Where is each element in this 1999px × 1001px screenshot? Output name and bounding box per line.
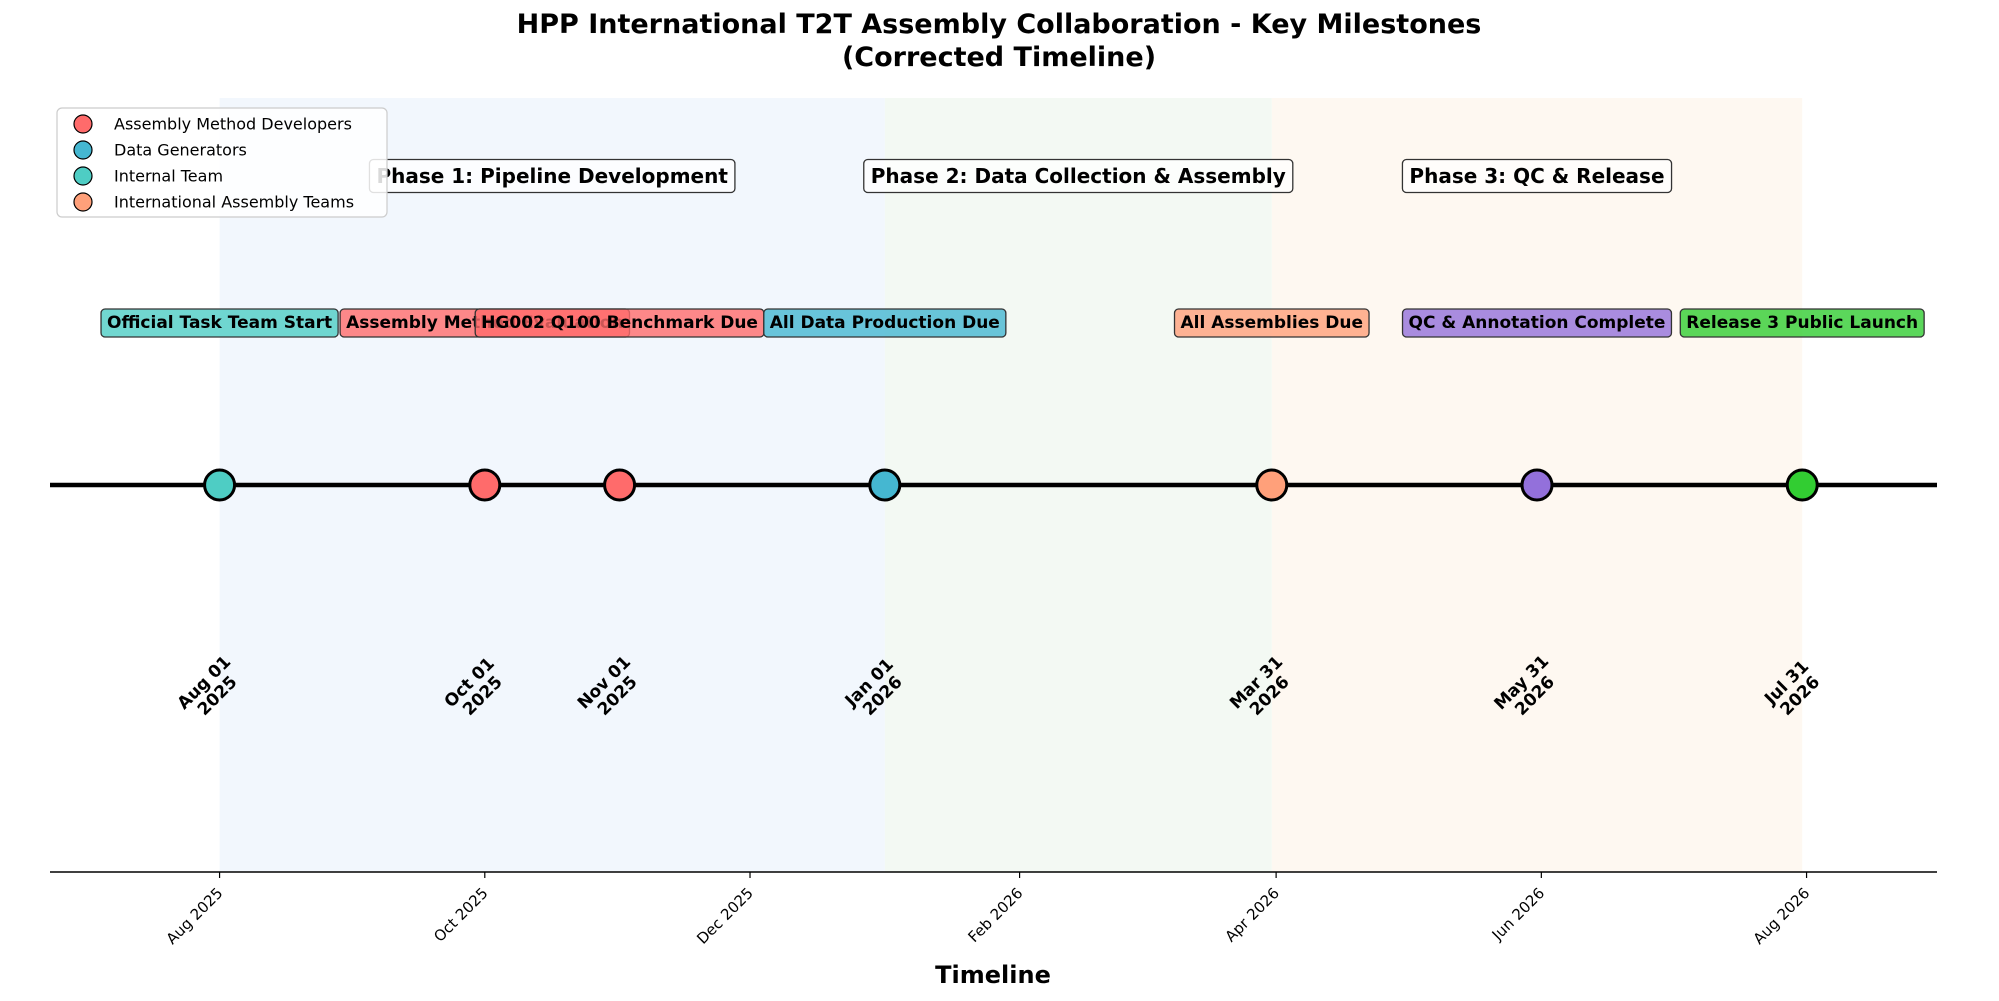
legend-marker-assembly-method-developers bbox=[73, 114, 93, 134]
legend-label-international-assembly-teams: International Assembly Teams bbox=[114, 193, 354, 212]
phase-label-1-text: Phase 1: Pipeline Development bbox=[376, 164, 728, 188]
milestone-marker-6 bbox=[1520, 468, 1554, 502]
phase-label-3-box bbox=[1401, 158, 1673, 194]
x-tick-label-jun-2026: Jun 2026 bbox=[1488, 884, 1548, 944]
milestone-label-3-text: HG002 Q100 Benchmark Due bbox=[481, 313, 758, 333]
milestone-label-4-text: All Data Production Due bbox=[770, 313, 1000, 333]
milestone-label-6: QC & Annotation Complete bbox=[1401, 308, 1673, 338]
legend-marker-internal-team bbox=[73, 166, 93, 186]
milestone-marker-2 bbox=[468, 468, 502, 502]
legend-marker-international-assembly-teams bbox=[73, 192, 93, 212]
milestone-label-6-text: QC & Annotation Complete bbox=[1409, 313, 1666, 333]
phase-label-1: Phase 1: Pipeline Development bbox=[368, 158, 736, 194]
phase-label-3: Phase 3: QC & Release bbox=[1401, 158, 1673, 194]
milestone-label-1-text: Official Task Team Start bbox=[107, 313, 332, 333]
phase-label-2-box bbox=[863, 158, 1294, 194]
legend-marker-data-generators bbox=[73, 140, 93, 160]
milestone-marker-7 bbox=[1785, 468, 1819, 502]
chart-title-line1: HPP International T2T Assembly Collabora… bbox=[517, 9, 1482, 40]
legend-frame bbox=[56, 107, 388, 218]
milestone-label-1: Official Task Team Start bbox=[100, 308, 339, 338]
milestone-label-5: All Assemblies Due bbox=[1173, 308, 1370, 338]
phase-label-2: Phase 2: Data Collection & Assembly bbox=[863, 158, 1294, 194]
x-tick-label-feb-2026: Feb 2026 bbox=[965, 884, 1027, 946]
milestone-label-4: All Data Production Due bbox=[763, 308, 1007, 338]
milestone-marker-3 bbox=[603, 468, 637, 502]
milestone-label-3: HG002 Q100 Benchmark Due bbox=[474, 308, 765, 338]
phase-labels: Phase 1: Pipeline Development Phase 2: Da… bbox=[368, 158, 1673, 194]
legend-label-data-generators: Data Generators bbox=[114, 141, 247, 160]
milestone-label-6-box bbox=[1401, 308, 1673, 338]
milestone-marker-1 bbox=[203, 468, 237, 502]
x-tick-label-aug-2025: Aug 2025 bbox=[163, 884, 227, 948]
milestone-markers bbox=[203, 468, 1819, 502]
milestone-label-1-box bbox=[100, 308, 339, 338]
milestone-label-7-box bbox=[1679, 308, 1925, 338]
milestone-marker-5 bbox=[1255, 468, 1289, 502]
x-tick-label-oct-2025: Oct 2025 bbox=[430, 884, 491, 945]
legend: Assembly Method Developers Data Generator… bbox=[56, 107, 388, 218]
milestone-label-5-box bbox=[1173, 308, 1370, 338]
milestone-label-4-box bbox=[763, 308, 1007, 338]
phase-label-3-text: Phase 3: QC & Release bbox=[1409, 164, 1664, 188]
chart-title-line2: (Corrected Timeline) bbox=[842, 42, 1156, 73]
x-axis-label: Timeline bbox=[935, 961, 1051, 989]
milestone-label-7-text: Release 3 Public Launch bbox=[1686, 313, 1918, 333]
x-axis-ticks: Aug 2025 Oct 2025 Dec 2025 Feb 2026 Apr 2026… bbox=[163, 872, 1814, 948]
phase-label-2-text: Phase 2: Data Collection & Assembly bbox=[871, 164, 1286, 188]
milestone-marker-4 bbox=[868, 468, 902, 502]
legend-label-assembly-method-developers: Assembly Method Developers bbox=[114, 115, 352, 134]
x-tick-label-dec-2025: Dec 2025 bbox=[693, 884, 757, 948]
x-tick-label-aug-2026: Aug 2026 bbox=[1750, 884, 1814, 948]
milestone-label-5-text: All Assemblies Due bbox=[1181, 313, 1364, 333]
milestone-label-7: Release 3 Public Launch bbox=[1679, 308, 1925, 338]
legend-label-internal-team: Internal Team bbox=[114, 167, 223, 186]
x-tick-label-apr-2026: Apr 2026 bbox=[1221, 884, 1282, 945]
